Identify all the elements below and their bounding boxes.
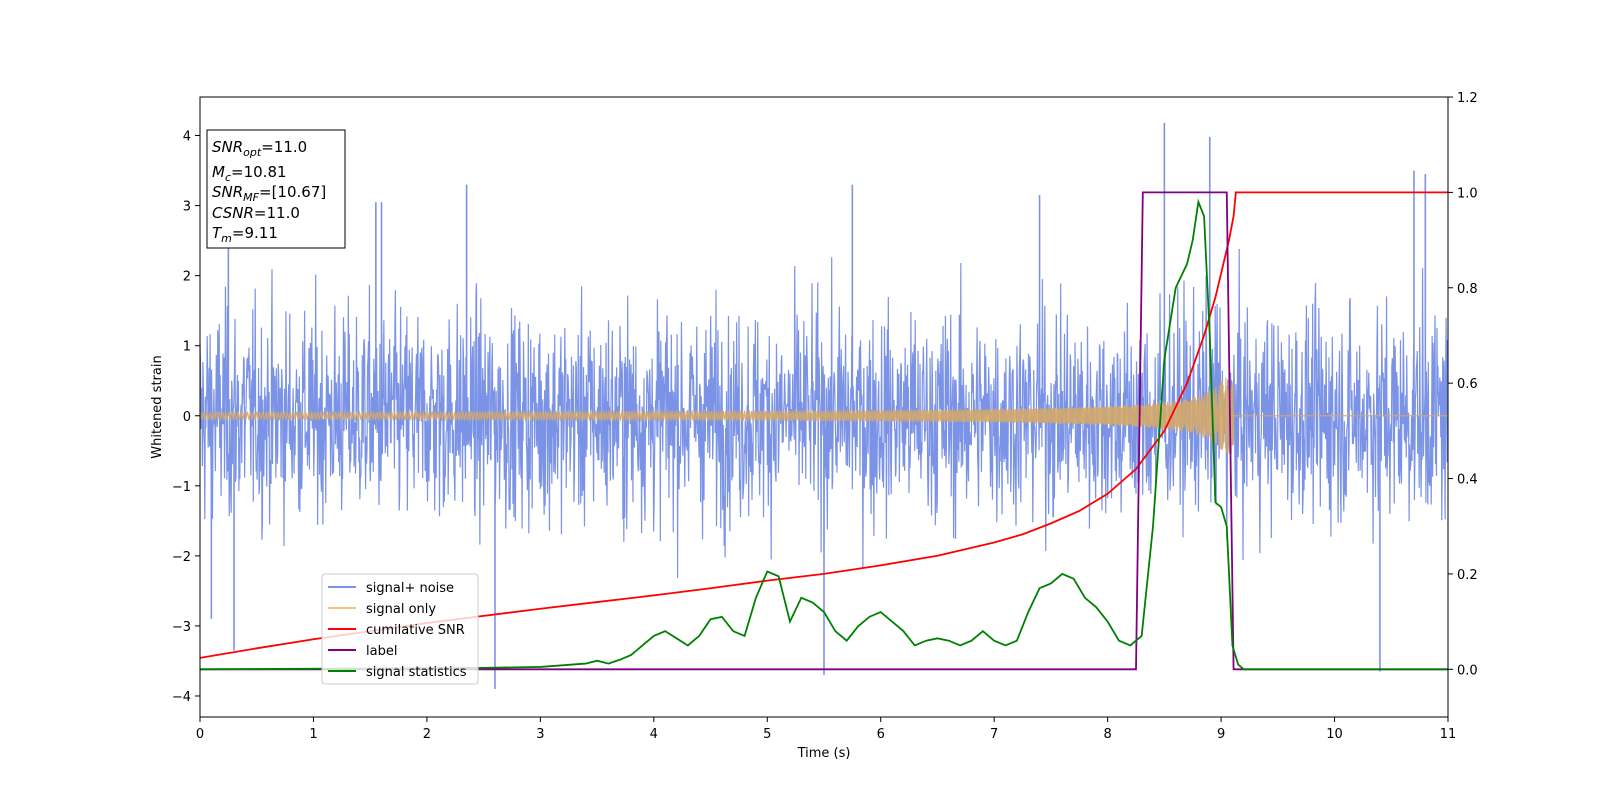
x-tick-label-9: 9 bbox=[1217, 727, 1225, 742]
y-tick-label-4: 0 bbox=[183, 410, 191, 425]
legend: signal+ noise signal only cumilative SNR la… bbox=[321, 573, 479, 685]
y-tick-label-0: −4 bbox=[172, 690, 191, 705]
y-axis-title: Whitened strain bbox=[150, 355, 165, 458]
x-tick-label-6: 6 bbox=[877, 727, 885, 742]
x-tick-label-3: 3 bbox=[536, 727, 544, 742]
info-box: SNRopt=11.0 Mc=10.81SNRMF=[10.67]CSNR=11.… bbox=[206, 129, 346, 249]
x-tick-label-4: 4 bbox=[650, 727, 658, 742]
y-tick-label-8: 4 bbox=[183, 130, 191, 145]
x-axis: 0 1 2 3 4 5 6 7 8 9 10 11 bbox=[196, 717, 1456, 742]
legend-label-2: cumilative SNR bbox=[366, 623, 465, 638]
info-line-1: Mc=10.81 bbox=[212, 163, 287, 184]
y-tick-label-2: −2 bbox=[172, 550, 191, 565]
x-tick-label-5: 5 bbox=[763, 727, 771, 742]
y2-tick-label-4: 0.8 bbox=[1457, 282, 1478, 297]
x-tick-label-11: 11 bbox=[1440, 727, 1457, 742]
info-box-frame bbox=[206, 129, 346, 249]
plot-frame bbox=[199, 96, 1449, 718]
y-tick-label-3: −1 bbox=[172, 480, 191, 495]
y2-tick-label-3: 0.6 bbox=[1457, 377, 1478, 392]
info-line-3: CSNR=11.0 bbox=[212, 204, 300, 222]
y2-tick-label-5: 1.0 bbox=[1457, 186, 1478, 201]
legend-label-1: signal only bbox=[366, 602, 436, 617]
y2-tick-label-0: 0.0 bbox=[1457, 663, 1478, 678]
x-tick-label-7: 7 bbox=[990, 727, 998, 742]
legend-frame bbox=[321, 573, 479, 685]
legend-label-4: signal statistics bbox=[366, 665, 467, 680]
series-signal-only bbox=[200, 377, 1448, 455]
y2-tick-label-1: 0.2 bbox=[1457, 568, 1478, 583]
legend-label-0: signal+ noise bbox=[366, 581, 454, 596]
x-axis-title: Time (s) bbox=[797, 746, 851, 761]
info-line-0: SNRopt=11.0 bbox=[212, 138, 307, 159]
x-tick-label-2: 2 bbox=[423, 727, 431, 742]
x-tick-label-8: 8 bbox=[1103, 727, 1111, 742]
y-tick-label-1: −3 bbox=[172, 620, 191, 635]
y-tick-label-6: 2 bbox=[183, 270, 191, 285]
y2-tick-label-2: 0.4 bbox=[1457, 473, 1478, 488]
y-tick-label-5: 1 bbox=[183, 340, 191, 355]
y-axis-left: −4 −3 −2 −1 0 1 2 3 4 bbox=[172, 130, 200, 705]
legend-label-3: label bbox=[366, 644, 397, 659]
info-line-2: SNRMF=[10.67] bbox=[212, 183, 326, 204]
y-tick-label-7: 3 bbox=[183, 200, 191, 215]
y-axis-right: 0.0 0.2 0.4 0.6 0.8 1.0 1.2 bbox=[1448, 91, 1478, 678]
info-line-4: Tm=9.11 bbox=[212, 224, 278, 245]
x-tick-label-10: 10 bbox=[1326, 727, 1343, 742]
x-tick-label-0: 0 bbox=[196, 727, 204, 742]
x-tick-label-1: 1 bbox=[309, 727, 317, 742]
y2-tick-label-6: 1.2 bbox=[1457, 91, 1478, 106]
series-signal-statistics bbox=[200, 198, 1448, 671]
